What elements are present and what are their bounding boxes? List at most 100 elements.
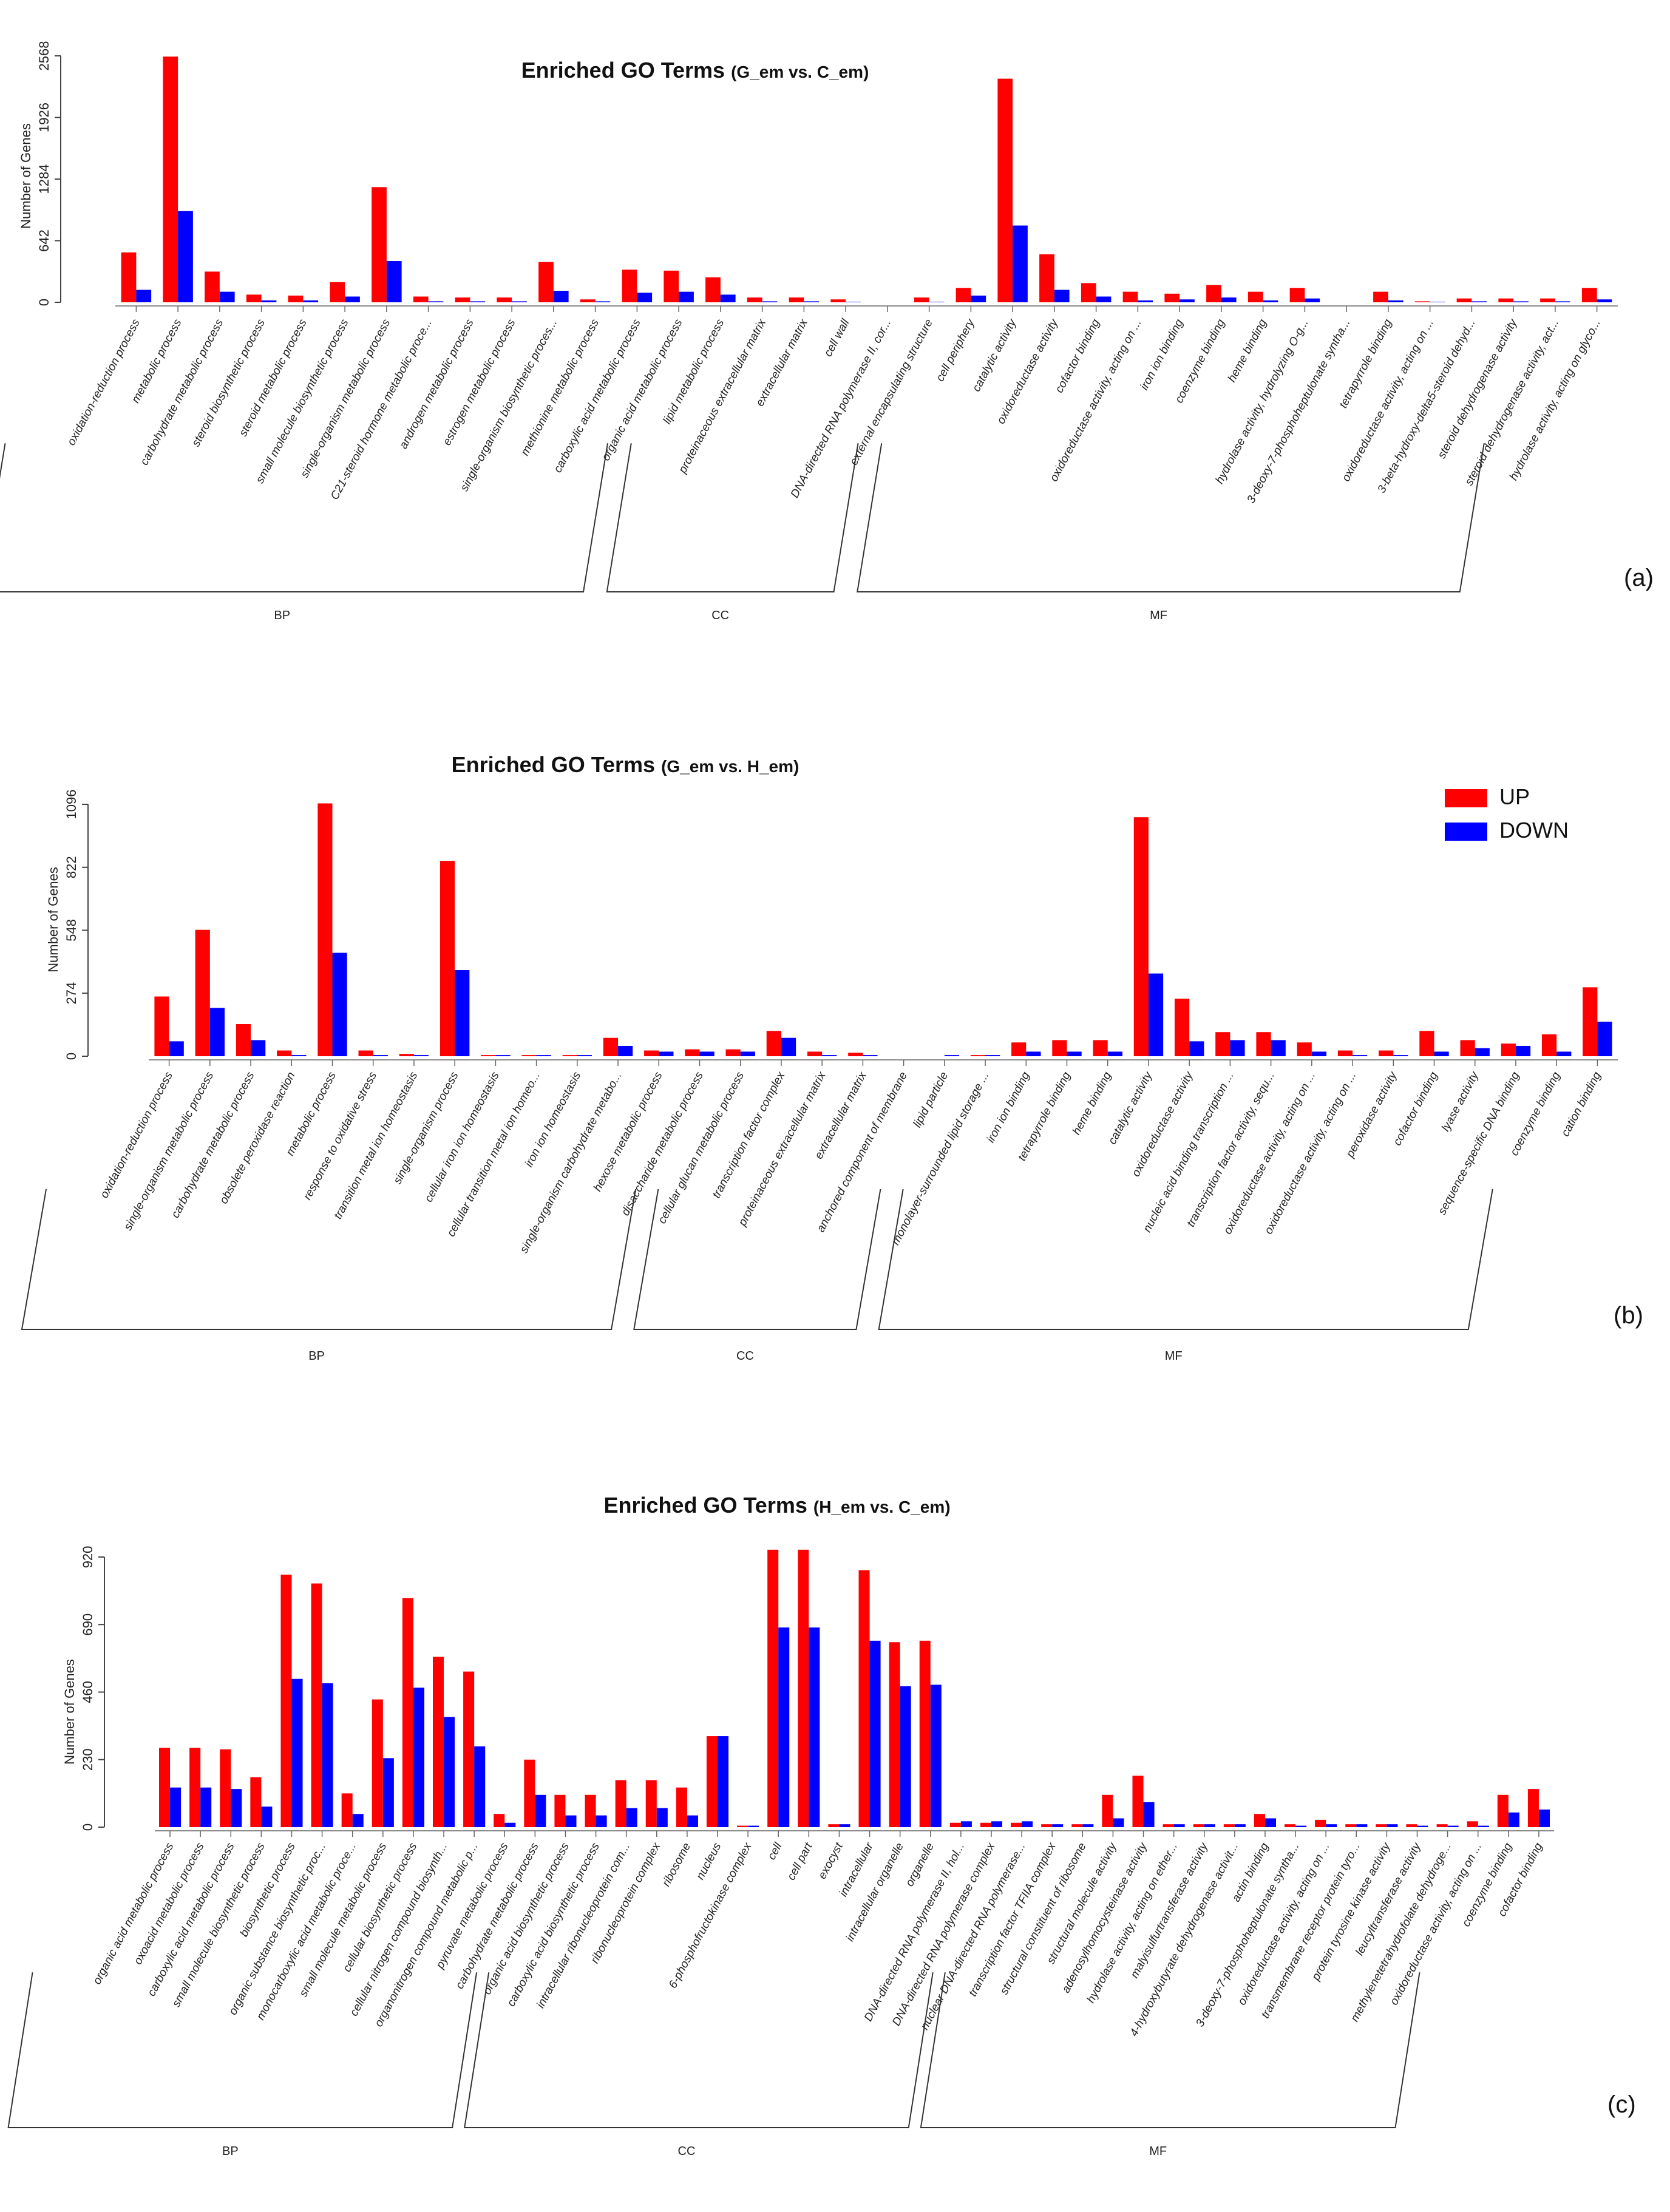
y-tick-label: 460 <box>80 1681 95 1703</box>
group-label: MF <box>1149 2145 1167 2158</box>
bar-down <box>781 1037 796 1056</box>
y-tick-label: 0 <box>80 1824 95 1831</box>
bar-down <box>1221 297 1237 302</box>
panel-label: (a) <box>1624 565 1654 591</box>
bar-up <box>1102 1794 1113 1827</box>
bar-up <box>1133 817 1149 1056</box>
bar-down <box>474 1746 486 1827</box>
bar-down <box>536 1055 551 1056</box>
chart-title: Enriched GO Terms (G_em vs. C_em) <box>521 58 869 83</box>
legend-swatch-down <box>1445 823 1487 841</box>
bar-down <box>699 1051 715 1056</box>
bar-up <box>1247 291 1263 302</box>
bar-up <box>1379 1050 1394 1056</box>
bar-down <box>595 301 611 302</box>
bar-down <box>504 1822 516 1827</box>
bar-down <box>1353 1055 1368 1056</box>
bar-up <box>494 1814 505 1827</box>
bar-down <box>1515 1045 1531 1056</box>
bar-up <box>121 252 137 302</box>
bar-up <box>1337 1050 1353 1056</box>
bar-up <box>1497 1794 1509 1827</box>
bar-up <box>1581 288 1597 302</box>
bar-down <box>1180 299 1195 302</box>
y-tick-label: 920 <box>80 1546 95 1569</box>
bar-down <box>809 1627 820 1827</box>
bar-down <box>1026 1051 1041 1056</box>
bar-up <box>1467 1821 1478 1827</box>
bar-down <box>596 1815 607 1827</box>
bar-up <box>955 288 971 302</box>
bar-up <box>1081 283 1096 302</box>
bar-down <box>200 1787 212 1827</box>
bar-down <box>748 1825 759 1827</box>
bar-up <box>163 56 178 302</box>
bar-up <box>277 1050 292 1056</box>
bar-up <box>807 1051 823 1056</box>
bar-up <box>205 271 220 302</box>
bar-up <box>919 1640 931 1827</box>
bar-down <box>718 1736 729 1827</box>
bar-down <box>1096 296 1112 302</box>
bar-up <box>1541 1034 1557 1056</box>
bar-up <box>644 1050 659 1056</box>
bar-down <box>1271 1040 1286 1056</box>
bar-up <box>830 299 846 302</box>
bar-up <box>1376 1824 1387 1827</box>
bar-up <box>1256 1032 1271 1056</box>
chart-title: Enriched GO Terms (H_em vs. C_em) <box>603 1493 950 1518</box>
bar-down <box>740 1051 755 1056</box>
bar-down <box>1326 1824 1337 1827</box>
legend-label-up: UP <box>1499 784 1530 809</box>
bar-up <box>1011 1042 1027 1056</box>
bar-down <box>303 300 319 302</box>
bar-up <box>848 1053 863 1056</box>
bar-up <box>1501 1043 1516 1056</box>
bar-up <box>737 1825 748 1827</box>
bar-down <box>1143 1802 1155 1827</box>
bar-down <box>1022 1821 1033 1827</box>
group-label: MF <box>1150 609 1167 622</box>
bar-down <box>512 301 527 302</box>
bar-up <box>766 1031 781 1056</box>
bar-up <box>538 262 554 302</box>
bar-down <box>1447 1825 1459 1827</box>
bar-up <box>1093 1040 1108 1056</box>
bar-down <box>444 1717 455 1827</box>
bar-up <box>1540 298 1555 302</box>
bar-up <box>1041 1824 1053 1827</box>
chart-title: Enriched GO Terms (G_em vs. H_em) <box>452 752 799 777</box>
group-bracket <box>606 443 859 592</box>
bar-down <box>1148 973 1164 1056</box>
y-tick-label: 642 <box>36 229 52 252</box>
bar-up <box>413 296 429 302</box>
bar-down <box>535 1794 546 1827</box>
bar-up <box>280 1575 292 1827</box>
bar-up <box>189 1748 201 1827</box>
bar-down <box>679 291 694 302</box>
y-axis-label: Number of Genes <box>46 867 61 972</box>
bar-up <box>554 1794 566 1827</box>
bar-up <box>1052 1040 1067 1056</box>
group-label: BP <box>222 2145 239 2158</box>
bar-down <box>577 1055 592 1056</box>
bar-up <box>1297 1042 1312 1056</box>
bar-down <box>219 291 235 302</box>
bar-up <box>914 297 929 302</box>
bar-down <box>762 301 778 302</box>
bar-down <box>136 290 152 302</box>
bar-down <box>1082 1824 1094 1827</box>
legend-swatch-up <box>1445 789 1487 807</box>
bar-up <box>524 1759 535 1827</box>
panel-label: (c) <box>1607 2091 1636 2118</box>
bar-down <box>1263 300 1278 302</box>
bar-up <box>1122 291 1138 302</box>
bar-down <box>553 291 569 302</box>
y-axis-label: Number of Genes <box>18 123 33 229</box>
bar-up <box>159 1748 171 1827</box>
bar-up <box>1527 1789 1539 1827</box>
panel-label: (b) <box>1614 1302 1643 1329</box>
bar-down <box>261 300 277 302</box>
bar-down <box>720 294 736 302</box>
bar-up <box>828 1824 840 1827</box>
